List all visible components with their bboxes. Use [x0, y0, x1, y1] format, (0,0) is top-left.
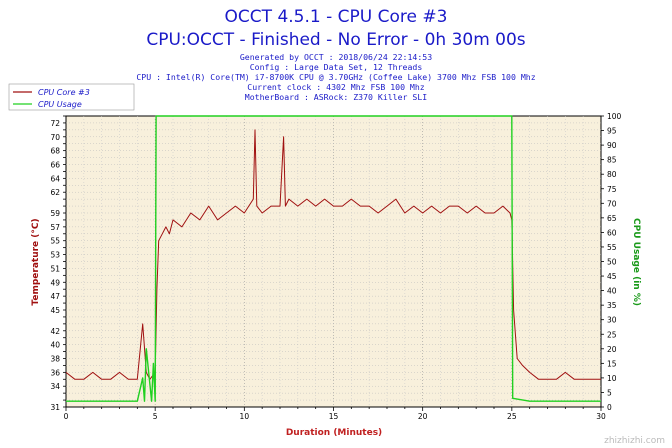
- y-left-tick-label: 31: [50, 403, 60, 412]
- y-left-tick-label: 38: [50, 355, 60, 364]
- x-tick-label: 0: [64, 412, 69, 421]
- y-right-tick-label: 25: [607, 330, 617, 339]
- y-right-tick-label: 80: [607, 170, 617, 179]
- y-left-tick-label: 66: [50, 161, 60, 170]
- info-line: Generated by OCCT : 2018/06/24 22:14:53: [240, 52, 432, 62]
- y-right-tick-label: 95: [607, 127, 617, 136]
- y-right-tick-label: 20: [607, 345, 617, 354]
- x-tick-label: 30: [596, 412, 606, 421]
- axes: 0 5 10 15 20 25 303134363840424547495153555759…: [50, 112, 621, 421]
- legend: CPU Core #3 CPU Usage: [8, 83, 135, 111]
- y-right-tick-label: 0: [607, 403, 612, 412]
- y-left-tick-label: 45: [50, 306, 60, 315]
- y-left-tick-label: 55: [50, 237, 60, 246]
- legend-box: [8, 83, 135, 111]
- series-layer: [65, 115, 601, 402]
- y-left-tick-label: 64: [50, 174, 60, 183]
- info-block: Generated by OCCT : 2018/06/24 22:14:53C…: [136, 52, 535, 102]
- y-right-tick-label: 15: [607, 359, 617, 368]
- y-right-tick-label: 40: [607, 287, 617, 296]
- x-tick-label: 5: [153, 412, 158, 421]
- info-line: Current clock : 4302 Mhz FSB 100 Mhz: [247, 82, 425, 92]
- legend-label: CPU Usage: [38, 100, 82, 109]
- y-left-tick-label: 62: [50, 188, 60, 197]
- x-tick-label: 25: [507, 412, 517, 421]
- y-left-tick-label: 36: [50, 368, 60, 377]
- y-right-tick-label: 10: [607, 374, 617, 383]
- y-left-tick-label: 68: [50, 147, 60, 156]
- y-left-tick-label: 49: [50, 278, 60, 287]
- series-line-cpu-usage: [66, 115, 601, 402]
- y-right-tick-label: 50: [607, 258, 617, 267]
- y-right-tick-label: 65: [607, 214, 617, 223]
- x-tick-label: 15: [329, 412, 339, 421]
- y-left-tick-label: 34: [50, 382, 60, 391]
- y-axis-left-label: Temperature (°C): [31, 218, 41, 305]
- legend-label: CPU Core #3: [38, 88, 90, 97]
- y-left-tick-label: 53: [50, 251, 60, 260]
- y-right-tick-label: 70: [607, 199, 617, 208]
- watermark: zhizhizhi.com: [604, 436, 665, 446]
- chart-title: OCCT 4.5.1 - CPU Core #3: [225, 7, 448, 27]
- y-right-tick-label: 35: [607, 301, 617, 310]
- y-left-tick-label: 70: [50, 133, 60, 142]
- y-left-tick-label: 40: [50, 341, 60, 350]
- y-right-tick-label: 100: [607, 112, 622, 121]
- chart-subtitle: CPU:OCCT - Finished - No Error - 0h 30m …: [146, 30, 525, 50]
- x-tick-label: 10: [240, 412, 250, 421]
- y-left-tick-label: 42: [50, 327, 60, 336]
- y-right-tick-label: 30: [607, 316, 617, 325]
- y-right-tick-label: 85: [607, 156, 617, 165]
- info-line: CPU : Intel(R) Core(TM) i7-8700K CPU @ 3…: [136, 72, 535, 82]
- y-right-tick-label: 55: [607, 243, 617, 252]
- y-left-tick-label: 57: [50, 223, 60, 232]
- y-left-tick-label: 72: [50, 119, 60, 128]
- y-right-tick-label: 75: [607, 185, 617, 194]
- x-tick-label: 20: [418, 412, 428, 421]
- y-right-tick-label: 45: [607, 272, 617, 281]
- info-line: Config : Large Data Set, 12 Threads: [250, 62, 423, 72]
- y-right-tick-label: 60: [607, 228, 617, 237]
- y-axis-right-label: CPU Usage (in %): [631, 218, 641, 306]
- y-right-tick-label: 5: [607, 388, 612, 397]
- x-axis-label: Duration (Minutes): [286, 428, 382, 438]
- y-right-tick-label: 90: [607, 141, 617, 150]
- y-left-tick-label: 47: [50, 292, 60, 301]
- y-left-tick-label: 51: [50, 264, 60, 273]
- info-line: MotherBoard : ASRock: Z370 Killer SLI: [245, 92, 427, 102]
- y-left-tick-label: 59: [50, 209, 60, 218]
